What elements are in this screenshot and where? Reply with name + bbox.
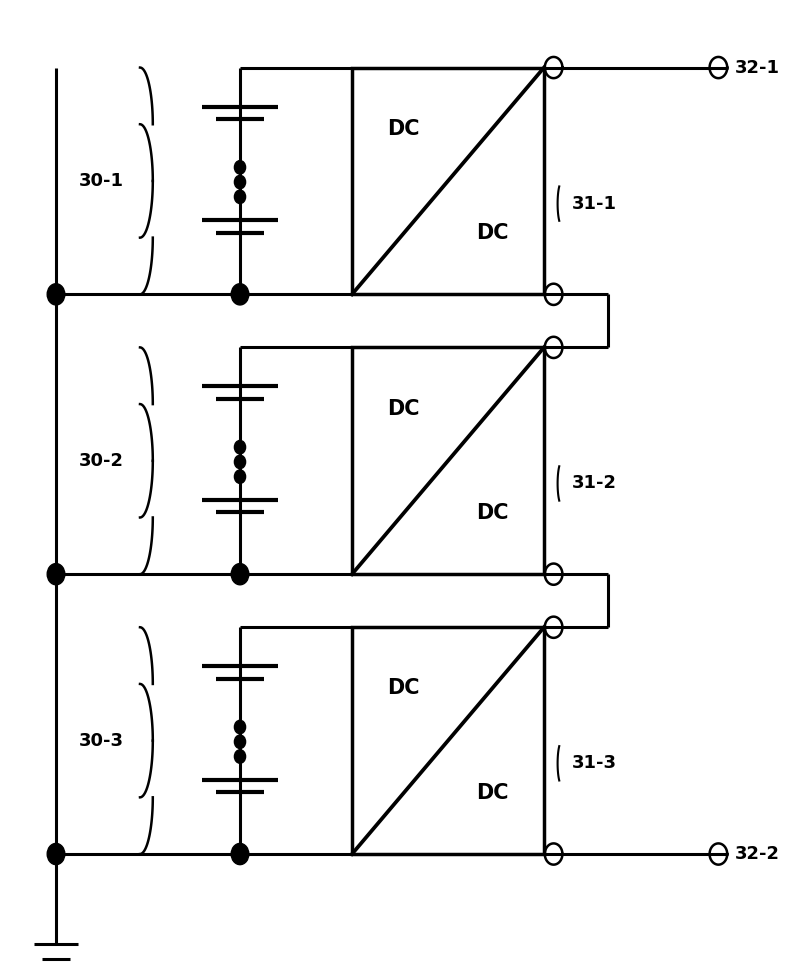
Text: DC: DC (476, 503, 509, 523)
Circle shape (231, 843, 249, 865)
Circle shape (47, 284, 65, 305)
Text: DC: DC (476, 223, 509, 243)
Text: 31-1: 31-1 (572, 195, 617, 212)
Text: DC: DC (387, 678, 420, 699)
Bar (352, 627, 544, 854)
Circle shape (234, 455, 246, 469)
Circle shape (234, 190, 246, 204)
Text: 31-2: 31-2 (572, 475, 617, 492)
Circle shape (234, 720, 246, 733)
Bar (352, 68, 544, 294)
Text: 31-3: 31-3 (572, 755, 617, 772)
Text: 32-2: 32-2 (734, 845, 779, 863)
Text: DC: DC (387, 399, 420, 419)
Text: 30-1: 30-1 (79, 172, 124, 190)
Text: 30-2: 30-2 (79, 452, 124, 470)
Circle shape (231, 564, 249, 585)
Circle shape (231, 284, 249, 305)
Circle shape (234, 440, 246, 454)
Circle shape (234, 750, 246, 763)
Text: DC: DC (476, 783, 509, 803)
Circle shape (234, 176, 246, 189)
Circle shape (234, 470, 246, 483)
Circle shape (47, 564, 65, 585)
Text: 32-1: 32-1 (734, 59, 779, 76)
Bar (352, 347, 544, 574)
Text: DC: DC (387, 119, 420, 139)
Circle shape (47, 843, 65, 865)
Text: 30-3: 30-3 (79, 731, 124, 750)
Circle shape (234, 160, 246, 174)
Circle shape (234, 735, 246, 749)
